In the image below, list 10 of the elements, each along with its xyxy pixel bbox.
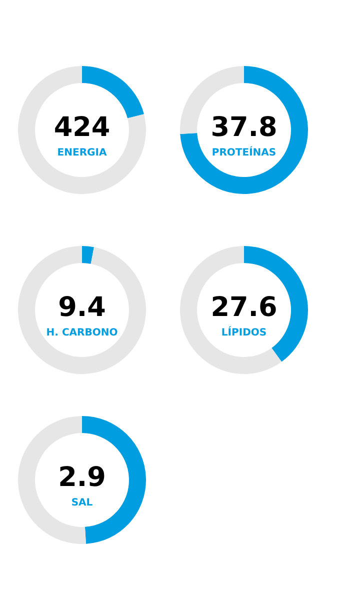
text: LÍPIDOS bbox=[221, 326, 267, 338]
text: ENERGIA bbox=[57, 148, 107, 158]
text: H. CARBONO bbox=[46, 328, 118, 338]
text: 424 bbox=[54, 112, 110, 143]
text: 37.8 bbox=[210, 112, 278, 143]
text: 9.4 bbox=[58, 292, 106, 323]
text: SAL bbox=[71, 498, 94, 508]
text: 27.6 bbox=[210, 292, 278, 323]
text: PROTEÍNAS bbox=[212, 146, 276, 158]
text: 2.9 bbox=[58, 462, 106, 493]
